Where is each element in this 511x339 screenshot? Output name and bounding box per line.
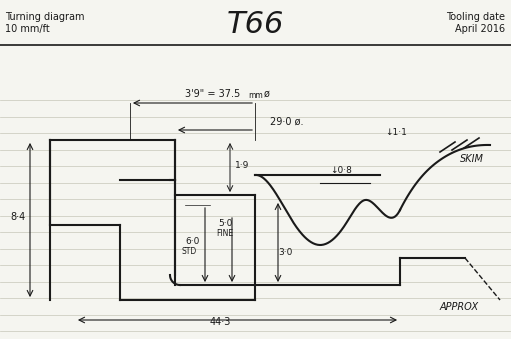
- Text: 5·0: 5·0: [218, 219, 233, 228]
- Text: ø: ø: [264, 89, 270, 99]
- Text: 8·4: 8·4: [10, 212, 26, 222]
- Text: 29·0 ø.: 29·0 ø.: [270, 117, 304, 127]
- Text: 1·9: 1·9: [235, 160, 249, 170]
- Text: T66: T66: [226, 10, 284, 39]
- Text: April 2016: April 2016: [455, 24, 505, 34]
- Text: Turning diagram: Turning diagram: [5, 12, 84, 22]
- Text: SKIM: SKIM: [460, 154, 484, 164]
- Text: mm: mm: [248, 91, 263, 100]
- Text: FINE: FINE: [216, 229, 233, 238]
- Text: 10 mm/ft: 10 mm/ft: [5, 24, 50, 34]
- Text: APPROX: APPROX: [440, 302, 479, 312]
- Text: 6·0: 6·0: [185, 237, 199, 246]
- Text: 3'9" = 37.5: 3'9" = 37.5: [185, 89, 240, 99]
- Text: 3·0: 3·0: [278, 248, 292, 257]
- Text: STD: STD: [182, 247, 197, 256]
- Text: Tooling date: Tooling date: [446, 12, 505, 22]
- Text: ↓0·8: ↓0·8: [330, 166, 352, 175]
- Text: ↓1·1: ↓1·1: [385, 128, 407, 137]
- Text: 44·3: 44·3: [210, 317, 230, 327]
